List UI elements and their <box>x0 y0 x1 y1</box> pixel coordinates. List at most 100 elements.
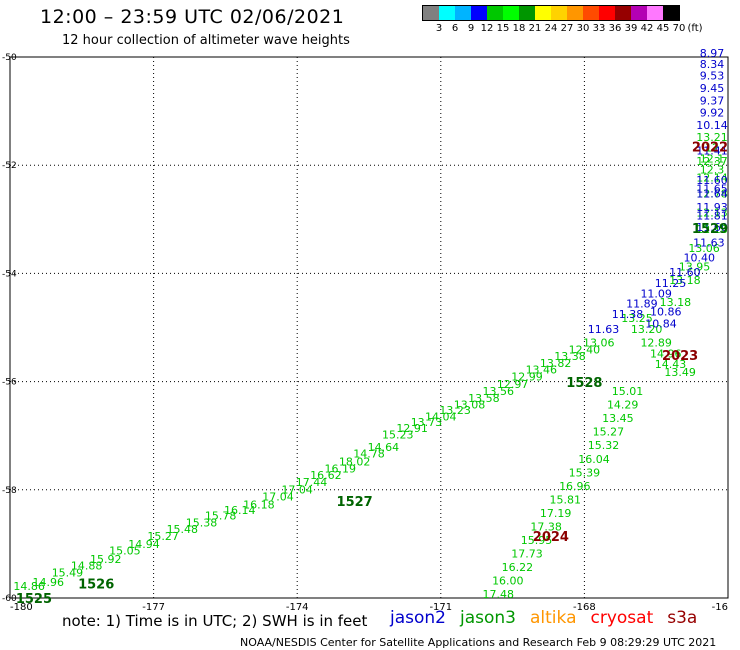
data-point-jason3: 12.40 <box>569 343 601 356</box>
color-scale-label: 39 <box>624 23 638 34</box>
track-label: 1525 <box>16 592 52 607</box>
color-scale-label: 21 <box>528 23 542 34</box>
color-swatch <box>439 6 455 20</box>
color-scale-label: 24 <box>544 23 558 34</box>
data-point-jason3: 15.49 <box>52 566 84 579</box>
x-tick-label: -171 <box>429 602 452 613</box>
data-point-jason2: 10.86 <box>650 306 682 319</box>
color-scale-label: 33 <box>592 23 606 34</box>
data-point-jason2: 11.38 <box>612 308 644 321</box>
data-point-jason3: 15.05 <box>109 545 141 558</box>
data-points: 14.8614.9615.4914.8815.9215.0514.9415.27… <box>13 47 727 601</box>
data-point-jason2: 8.34 <box>700 58 725 71</box>
data-point-jason2: 11.63 <box>693 236 725 249</box>
color-swatch <box>519 6 535 20</box>
data-point-jason2: 11.81 <box>696 209 728 222</box>
page-title: 12:00 – 23:59 UTC 02/06/2021 <box>40 6 345 28</box>
data-point-jason3: 14.04 <box>425 411 457 424</box>
x-tick-label: -174 <box>286 602 309 613</box>
data-point-jason3: 14.96 <box>650 347 682 360</box>
data-point-jason3: 16.19 <box>325 462 357 475</box>
data-point-jason3: 12.18 <box>696 223 728 236</box>
data-point-jason3: 12.13 <box>696 207 728 220</box>
data-point-jason3: 14.96 <box>33 576 65 589</box>
data-point-jason3: 17.38 <box>530 520 562 533</box>
data-point-jason3: 13.18 <box>660 296 692 309</box>
data-point-jason2: 10.84 <box>645 318 677 331</box>
data-point-jason3: 16.96 <box>559 480 591 493</box>
color-scale-label: 3 <box>435 23 443 34</box>
color-scale-legend: 3 6 9 12 15 18 21 24 27 30 33 36 39 42 45 70 (ft) <box>422 5 703 35</box>
data-point-jason3: 13.18 <box>669 274 701 287</box>
data-point-jason3: 14.94 <box>128 538 160 551</box>
data-point-jason2: 11.93 <box>696 201 728 214</box>
data-point-jason2: 8.97 <box>700 47 725 60</box>
color-scale-label: 70 <box>672 23 686 34</box>
x-tick-label: -16 <box>712 602 728 613</box>
color-swatch <box>583 6 599 20</box>
axis-ticks: -180 -177 -174 -171 -168 -16 -50 -52 -54 -56 -58 -6… <box>2 53 728 613</box>
data-point-jason3: 15.27 <box>147 530 179 543</box>
data-point-jason3: 12.1 <box>700 152 725 165</box>
data-point-jason3: 14.64 <box>368 441 400 454</box>
data-point-jason3: 13.49 <box>664 366 696 379</box>
data-point-jason3: 13.21 <box>696 131 728 144</box>
x-tick-label: -177 <box>142 602 165 613</box>
data-point-jason3: 14.88 <box>71 559 103 572</box>
data-point-jason3: 13.20 <box>631 323 663 336</box>
track-label: 2022 <box>692 141 728 156</box>
data-point-jason3: 13.58 <box>468 392 500 405</box>
color-scale-label: 27 <box>560 23 574 34</box>
data-point-jason3: 16.22 <box>502 561 534 574</box>
color-scale-label: 15 <box>496 23 510 34</box>
track-label: 2024 <box>533 530 569 545</box>
data-point-jason3: 15.27 <box>593 426 625 439</box>
data-point-jason3: 15.38 <box>186 517 218 530</box>
data-point-jason3: 12.78 <box>696 188 728 201</box>
data-point-jason3: 12.97 <box>497 378 529 391</box>
y-tick-label: -56 <box>2 378 17 388</box>
data-point-jason3: 16.04 <box>578 453 610 466</box>
color-scale-label: 36 <box>608 23 622 34</box>
data-point-jason3: 14.43 <box>655 358 687 371</box>
data-point-jason3: 15.81 <box>550 493 582 506</box>
color-swatch <box>551 6 567 20</box>
color-swatch <box>535 6 551 20</box>
color-scale-bar <box>422 5 680 21</box>
color-swatch <box>647 6 663 20</box>
data-point-jason3: 13.73 <box>411 416 443 429</box>
data-point-jason3: 15.39 <box>569 466 601 479</box>
color-scale-label: 30 <box>576 23 590 34</box>
color-scale-label: 45 <box>656 23 670 34</box>
color-swatch <box>423 6 439 20</box>
track-label: 1528 <box>566 376 602 391</box>
color-swatch <box>615 6 631 20</box>
data-point-jason3: 13.38 <box>554 350 586 363</box>
color-swatch <box>487 6 503 20</box>
data-point-jason3: 13.56 <box>482 385 514 398</box>
data-point-jason2: 11.89 <box>626 297 658 310</box>
data-point-jason3: 12.91 <box>396 422 428 435</box>
chart-grid <box>10 57 728 598</box>
data-point-jason3: 14.29 <box>607 399 639 412</box>
data-point-jason2: 9.53 <box>700 70 725 83</box>
data-point-jason3: 15.01 <box>612 385 644 398</box>
page-subtitle: 12 hour collection of altimeter wave hei… <box>62 33 350 48</box>
data-point-jason3: 13.06 <box>688 242 720 255</box>
data-point-jason2: 11.25 <box>655 277 687 290</box>
data-point-jason3: 18.02 <box>339 455 371 468</box>
satellite-legend: jason2 jason3 altika cryosat s3a <box>390 608 711 628</box>
y-tick-label: -58 <box>2 486 17 496</box>
data-point-jason3: 12.37 <box>696 155 728 168</box>
data-point-jason3: 13.06 <box>583 336 615 349</box>
data-point-jason3: 14.86 <box>13 580 45 593</box>
track-label: 2023 <box>662 349 698 364</box>
color-swatch <box>631 6 647 20</box>
color-scale-label: 6 <box>451 23 459 34</box>
data-point-jason3: 14.78 <box>353 447 385 460</box>
satellite-legend-cryosat: cryosat <box>590 608 654 628</box>
data-point-jason3: 15.32 <box>588 439 620 452</box>
data-point-jason3: 12.14 <box>696 171 728 184</box>
color-swatch <box>471 6 487 20</box>
